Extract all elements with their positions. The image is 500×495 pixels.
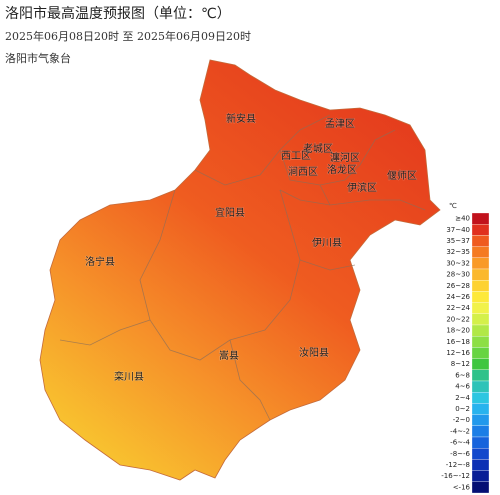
legend-label: -6~-4 <box>450 439 470 447</box>
legend-label: -12~-8 <box>446 461 470 469</box>
region-label: 汝阳县 <box>299 346 329 359</box>
region-label: 涧西区 <box>288 165 318 178</box>
legend-label: 6~8 <box>455 371 470 379</box>
period: 2025年06月08日20时 至 2025年06月09日20时 <box>5 29 251 43</box>
legend-label: ≥40 <box>455 215 470 223</box>
legend-label: 24~26 <box>446 293 470 301</box>
legend-swatch <box>471 347 490 359</box>
legend-swatch <box>471 425 490 438</box>
legend-label: 26~28 <box>446 282 470 290</box>
region-label: 宜阳县 <box>215 206 245 219</box>
region-label: 偃师区 <box>387 169 417 182</box>
legend-label: 28~30 <box>446 271 470 279</box>
legend-label: -4~-2 <box>450 427 470 435</box>
legend-label: 37~40 <box>446 226 470 234</box>
region-label: 洛龙区 <box>327 163 357 176</box>
region-label: 嵩县 <box>219 350 239 362</box>
legend-swatch <box>471 212 490 225</box>
region-label: 西工区 <box>281 150 311 162</box>
legend-label: 18~20 <box>446 327 470 335</box>
region-label: 伊川县 <box>312 237 342 249</box>
legend-swatch <box>471 257 490 270</box>
region-label: 洛宁县 <box>85 255 115 268</box>
legend-unit: ℃ <box>449 202 457 210</box>
legend-swatch <box>471 448 490 460</box>
legend-label: 0~2 <box>455 405 470 413</box>
legend-swatch <box>471 392 490 404</box>
legend-label: 20~22 <box>446 315 470 323</box>
legend-label: -8~-6 <box>450 450 470 458</box>
legend-swatch <box>471 246 490 258</box>
legend-label: 4~6 <box>455 383 470 391</box>
legend-swatch <box>471 481 490 494</box>
region-labels: 新安县 孟津区 老城区 西工区 瀍河区 涧西区 洛龙区 偃师区 伊滨区 宜阳县 … <box>85 112 418 384</box>
legend-label: 30~32 <box>446 259 470 267</box>
legend-swatch <box>471 324 490 337</box>
legend-swatch <box>471 459 490 471</box>
legend-label: 32~35 <box>446 248 470 256</box>
legend-label: 16~18 <box>446 338 470 346</box>
region-label: 老城区 <box>303 142 333 155</box>
legend-label: 8~12 <box>451 360 470 368</box>
legend-label: 2~4 <box>455 394 470 402</box>
region-label: 瀍河区 <box>330 151 360 164</box>
legend-swatch <box>471 291 490 303</box>
legend-swatch <box>471 268 490 281</box>
legend-swatch <box>471 403 490 415</box>
region-label: 栾川县 <box>114 370 144 383</box>
legend-swatch <box>471 436 490 449</box>
region-label: 新安县 <box>226 112 256 125</box>
legend-label: -16~-12 <box>441 472 470 480</box>
legend-swatch <box>471 224 490 236</box>
legend-label: <-16 <box>453 483 471 491</box>
legend-swatch <box>471 380 490 393</box>
legend-swatch <box>471 280 490 292</box>
legend-swatch <box>471 235 490 247</box>
region-label: 孟津区 <box>325 118 355 130</box>
legend: ≥40 37~40 35~37 32~35 30~32 28~30 26~28 24~26 22… <box>441 212 490 494</box>
legend-swatch <box>471 313 490 326</box>
legend-swatch <box>471 336 490 348</box>
legend-swatch <box>471 369 490 382</box>
legend-label: 12~16 <box>446 349 470 357</box>
legend-label: 22~24 <box>446 304 470 312</box>
legend-swatch <box>471 470 490 482</box>
title: 洛阳市最高温度预报图（单位：℃） <box>5 5 231 22</box>
region-label: 伊滨区 <box>347 181 377 194</box>
legend-label: 35~37 <box>446 237 470 245</box>
legend-swatch <box>471 302 490 314</box>
legend-swatch <box>471 414 490 426</box>
legend-swatch <box>471 358 490 370</box>
issuer: 洛阳市气象台 <box>5 51 71 65</box>
boundaries <box>59 114 426 421</box>
legend-label: -2~0 <box>453 416 470 424</box>
